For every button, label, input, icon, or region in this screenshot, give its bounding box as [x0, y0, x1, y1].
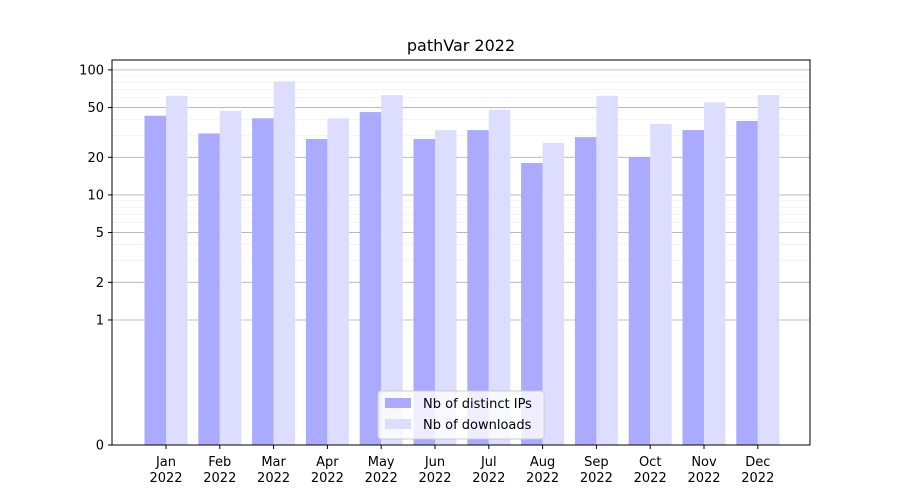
bar — [467, 130, 489, 445]
bar — [574, 137, 597, 445]
bar — [381, 94, 403, 446]
bar — [166, 95, 188, 446]
y-tick-label: 50 — [87, 101, 104, 116]
bar — [628, 157, 651, 445]
x-tick-label: Oct 2022 — [634, 455, 667, 486]
bar — [413, 139, 435, 445]
bar — [521, 163, 543, 445]
y-tick-label: 5 — [96, 226, 104, 241]
x-tick-label: Jul 2022 — [472, 455, 505, 486]
y-tick-label: 10 — [87, 188, 104, 203]
x-tick-label: Jun 2022 — [418, 455, 451, 486]
plot-frame — [111, 59, 811, 446]
bar — [198, 133, 220, 445]
y-tick-label: 2 — [96, 276, 104, 291]
y-tick-label: 1 — [96, 313, 104, 328]
bar — [252, 118, 274, 445]
legend-label-ips: Nb of distinct IPs — [423, 397, 532, 412]
bar — [219, 110, 242, 445]
y-tick-label: 100 — [79, 63, 104, 78]
bar — [650, 123, 672, 445]
bar — [488, 109, 511, 445]
bar — [359, 112, 382, 445]
x-tick-label: Jan 2022 — [149, 455, 182, 486]
legend-swatch-downloads — [385, 419, 411, 429]
bar — [596, 95, 618, 446]
legend-swatch-ips — [385, 398, 411, 408]
y-axis: 0 1 2 5 10 20 50 100 — [79, 63, 112, 454]
bar — [757, 94, 780, 446]
x-tick-label: Mar 2022 — [257, 455, 290, 486]
y-tick-label: 20 — [87, 151, 104, 166]
bar — [273, 81, 296, 445]
bars — [144, 81, 780, 446]
x-tick-label: Sep 2022 — [580, 455, 613, 486]
bar — [144, 115, 166, 445]
chart-title: pathVar 2022 — [407, 36, 515, 55]
x-tick-label: Apr 2022 — [311, 455, 344, 486]
legend: Nb of distinct IPs Nb of downloads — [377, 390, 545, 440]
x-axis: Jan 2022 Feb 2022 Mar 2022 Apr 2022 May 2022 Jun 20… — [149, 445, 774, 486]
bar — [327, 118, 349, 445]
legend-label-downloads: Nb of downloads — [423, 418, 532, 433]
bar — [682, 130, 704, 445]
x-tick-label: Nov 2022 — [687, 455, 720, 486]
bar — [435, 130, 457, 445]
bar — [542, 143, 565, 445]
x-tick-label: Feb 2022 — [203, 455, 236, 486]
x-tick-label: Dec 2022 — [741, 455, 774, 486]
legend-box — [377, 390, 545, 440]
bar — [736, 121, 758, 446]
x-tick-label: Aug 2022 — [526, 455, 559, 486]
bar — [704, 102, 726, 445]
y-tick-label: 0 — [96, 439, 104, 454]
x-tick-label: May 2022 — [365, 455, 398, 486]
bar — [305, 139, 328, 445]
